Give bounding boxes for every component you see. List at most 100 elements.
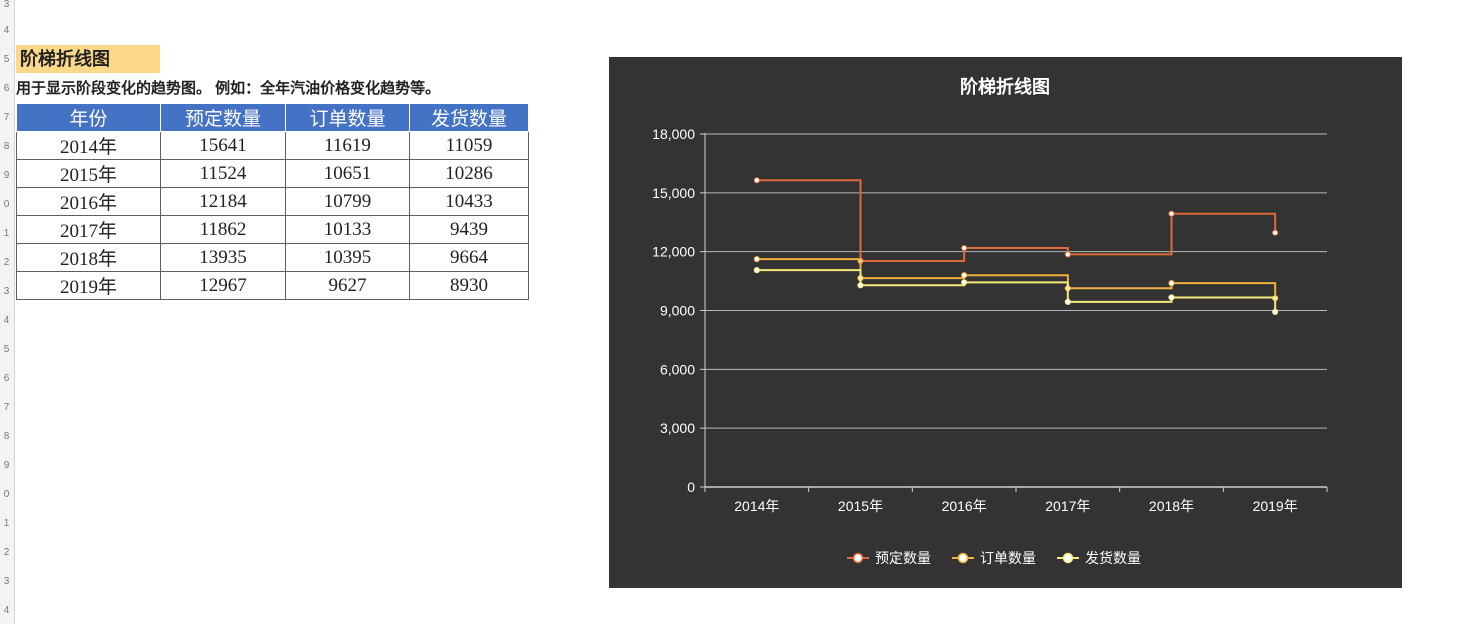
series-point: [857, 282, 864, 289]
row-number[interactable]: 8: [3, 431, 10, 442]
x-tick-label: 2014年: [734, 498, 779, 514]
series-line: [756, 179, 1277, 263]
table-cell[interactable]: 10286: [409, 159, 529, 188]
header-cell-booked[interactable]: 预定数量: [160, 103, 286, 132]
row-number[interactable]: 3: [3, 286, 10, 297]
row-number[interactable]: 4: [3, 25, 10, 36]
series-point: [1064, 298, 1071, 305]
y-tick-label: 18,000: [652, 126, 695, 142]
table-cell[interactable]: 2015年: [16, 159, 161, 188]
series-point: [1272, 229, 1279, 236]
series-point: [753, 267, 760, 274]
sheet-description[interactable]: 用于显示阶段变化的趋势图。 例如：全年汽油价格变化趋势等。: [16, 80, 441, 97]
y-tick-label: 3,000: [660, 420, 695, 436]
step-line-chart[interactable]: 阶梯折线图 0 3,000 6,000 9,000 12,000 15,000 18,000 2…: [609, 57, 1402, 588]
row-number[interactable]: 4: [3, 315, 10, 326]
table-cell[interactable]: 10651: [285, 159, 410, 188]
table-cell[interactable]: 8930: [409, 271, 529, 300]
table-row: 2017年 11862 10133 9439: [16, 215, 529, 244]
table-cell[interactable]: 2016年: [16, 187, 161, 216]
table-header-row: 年份 预定数量 订单数量 发货数量: [16, 103, 529, 132]
row-number[interactable]: 8: [3, 141, 10, 152]
table-cell[interactable]: 11862: [160, 215, 286, 244]
table-cell[interactable]: 11059: [409, 131, 529, 160]
x-tick-label: 2017年: [1045, 498, 1090, 514]
y-tick-label: 0: [687, 479, 695, 495]
table-cell[interactable]: 12184: [160, 187, 286, 216]
table-cell[interactable]: 2017年: [16, 215, 161, 244]
series-point: [1064, 251, 1071, 258]
chart-title: 阶梯折线图: [960, 76, 1050, 97]
row-number[interactable]: 3: [3, 576, 10, 587]
series-point: [1272, 308, 1279, 315]
table-cell[interactable]: 15641: [160, 131, 286, 160]
y-tick-label: 9,000: [660, 303, 695, 319]
row-number[interactable]: 5: [3, 344, 10, 355]
series-point: [753, 177, 760, 184]
header-cell-orders[interactable]: 订单数量: [285, 103, 410, 132]
series-line: [756, 258, 1277, 299]
table-row: 2015年 11524 10651 10286: [16, 159, 529, 188]
table-cell[interactable]: 9439: [409, 215, 529, 244]
row-number[interactable]: 7: [3, 402, 10, 413]
series-line: [756, 269, 1277, 312]
series-point: [753, 256, 760, 263]
x-tick-label: 2018年: [1149, 498, 1194, 514]
header-cell-shipped[interactable]: 发货数量: [409, 103, 529, 132]
row-number[interactable]: 6: [3, 83, 10, 94]
x-tick-label: 2019年: [1253, 498, 1298, 514]
y-tick-label: 6,000: [660, 361, 695, 377]
row-number[interactable]: 0: [3, 199, 10, 210]
row-number[interactable]: 9: [3, 460, 10, 471]
series-point: [961, 272, 968, 279]
table-cell[interactable]: 2019年: [16, 271, 161, 300]
table-cell[interactable]: 10799: [285, 187, 410, 216]
y-tick-label: 15,000: [652, 185, 695, 201]
table-cell[interactable]: 2014年: [16, 131, 161, 160]
table-cell[interactable]: 9664: [409, 243, 529, 272]
row-number[interactable]: 4: [3, 605, 10, 616]
x-tick-label: 2015年: [838, 498, 883, 514]
row-number[interactable]: 9: [3, 170, 10, 181]
table-cell[interactable]: 11619: [285, 131, 410, 160]
table-cell[interactable]: 2018年: [16, 243, 161, 272]
chart-canvas: 阶梯折线图 0 3,000 6,000 9,000 12,000 15,000 18,000 2…: [652, 76, 1328, 566]
x-tick-label: 2016年: [942, 498, 987, 514]
table-cell[interactable]: 12967: [160, 271, 286, 300]
table-cell[interactable]: 10433: [409, 187, 529, 216]
legend-marker: [957, 552, 969, 564]
table-row: 2014年 15641 11619 11059: [16, 131, 529, 160]
row-number[interactable]: 5: [3, 54, 10, 65]
sheet-title[interactable]: 阶梯折线图: [16, 45, 160, 73]
legend-marker: [852, 552, 864, 564]
y-tick-label: 12,000: [652, 244, 695, 260]
row-number[interactable]: 6: [3, 373, 10, 384]
legend-label: 发货数量: [1085, 550, 1141, 566]
table-row: 2018年 13935 10395 9664: [16, 243, 529, 272]
table-cell[interactable]: 13935: [160, 243, 286, 272]
header-cell-year[interactable]: 年份: [16, 103, 161, 132]
table-cell[interactable]: 10133: [285, 215, 410, 244]
series-point: [961, 244, 968, 252]
table-row: 2019年 12967 9627 8930: [16, 271, 529, 300]
table-row: 2016年 12184 10799 10433: [16, 187, 529, 216]
table-cell[interactable]: 9627: [285, 271, 410, 300]
series-point: [1168, 210, 1175, 217]
row-number[interactable]: 2: [3, 547, 10, 558]
table-cell[interactable]: 10395: [285, 243, 410, 272]
row-header-column: 3 4 5 6 7 8 9 0 1 2 3 4 5 6 7 8 9 0 1 2 3 4: [0, 0, 15, 624]
legend-marker: [1062, 552, 1074, 564]
table-cell[interactable]: 11524: [160, 159, 286, 188]
data-table: 年份 预定数量 订单数量 发货数量 2014年 15641 11619 1105…: [16, 103, 529, 300]
legend-label: 预定数量: [875, 550, 931, 566]
legend-label: 订单数量: [980, 550, 1036, 566]
series-point: [1168, 280, 1175, 287]
row-number[interactable]: 1: [3, 518, 10, 529]
series-point: [1168, 294, 1175, 301]
row-number[interactable]: 1: [3, 228, 10, 239]
row-number[interactable]: 2: [3, 257, 10, 268]
row-number[interactable]: 3: [3, 0, 10, 10]
row-number[interactable]: 7: [3, 112, 10, 123]
series-point: [961, 279, 968, 286]
row-number[interactable]: 0: [3, 489, 10, 500]
